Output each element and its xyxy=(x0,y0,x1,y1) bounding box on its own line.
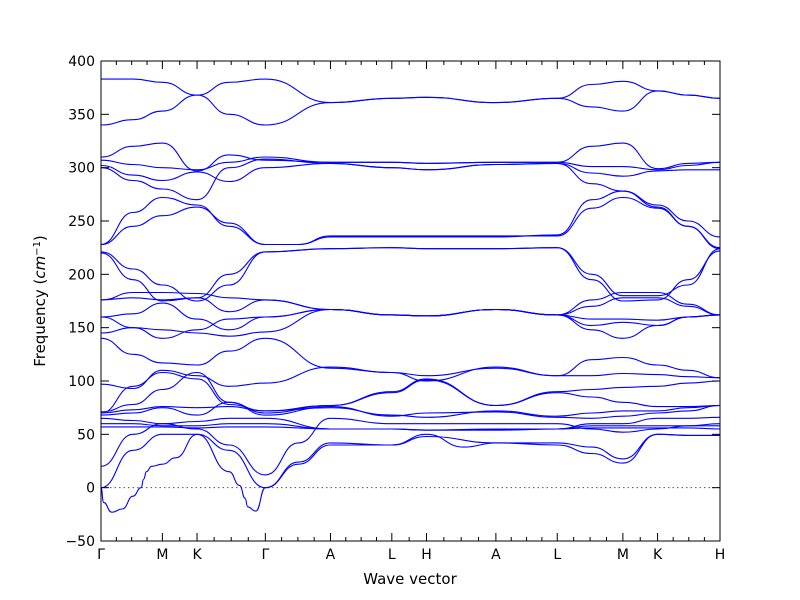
band-line-18 xyxy=(101,371,720,414)
band-line-26 xyxy=(101,433,720,489)
y-tick-label: 100 xyxy=(68,374,95,390)
band-lines xyxy=(101,78,720,513)
x-tick-label: Γ xyxy=(261,547,269,563)
y-tick-label: 150 xyxy=(68,321,95,337)
axis-ticks xyxy=(100,60,721,542)
band-line-6 xyxy=(101,158,720,249)
x-tick-label: K xyxy=(192,547,202,563)
x-tick-label: Γ xyxy=(97,547,105,563)
band-line-2 xyxy=(101,90,720,126)
y-tick-labels: −50 0 50 100 150 200 250 300 350 400 xyxy=(65,54,95,550)
y-tick-label: 300 xyxy=(68,161,95,177)
x-tick-label: M xyxy=(617,547,629,563)
x-tick-label: A xyxy=(326,547,336,563)
band-line-4 xyxy=(101,156,720,171)
x-tick-label: M xyxy=(156,547,168,563)
y-tick-label: 400 xyxy=(68,54,95,70)
band-line-20 xyxy=(101,404,720,418)
x-tick-label: H xyxy=(715,547,726,563)
y-tick-label: 200 xyxy=(68,267,95,283)
y-axis-label-exponent: −1 xyxy=(32,241,43,256)
y-tick-label: 250 xyxy=(68,214,95,230)
band-line-13 xyxy=(101,302,720,331)
band-line-27 xyxy=(101,433,720,513)
y-axis-label-unit: cm xyxy=(31,256,49,279)
band-line-14 xyxy=(101,308,720,339)
band-line-1 xyxy=(101,78,720,104)
y-tick-label: 50 xyxy=(77,427,95,443)
y-axis-label-text: Frequency ( xyxy=(31,279,49,367)
band-line-19 xyxy=(101,371,720,414)
band-line-5 xyxy=(101,162,720,183)
band-line-16 xyxy=(101,337,720,379)
x-tick-label: A xyxy=(491,547,501,563)
plot-frame xyxy=(100,60,721,542)
band-line-21 xyxy=(101,401,720,419)
x-tick-label: L xyxy=(553,547,561,563)
y-tick-label: 0 xyxy=(86,481,95,497)
band-line-17 xyxy=(101,366,720,390)
y-tick-label: 350 xyxy=(68,107,95,123)
y-tick-label: −50 xyxy=(65,534,95,550)
band-line-7 xyxy=(101,190,720,246)
x-axis-label: Wave vector xyxy=(363,570,457,588)
band-line-8 xyxy=(101,196,720,250)
band-line-24 xyxy=(101,426,720,431)
y-axis-label: Frequency (cm−1) xyxy=(31,235,49,367)
x-tick-label: L xyxy=(388,547,396,563)
x-tick-label: K xyxy=(653,547,663,563)
x-tick-label: H xyxy=(421,547,432,563)
band-line-15 xyxy=(101,308,720,337)
y-axis-label-close: ) xyxy=(31,235,49,241)
band-line-25 xyxy=(101,417,720,476)
